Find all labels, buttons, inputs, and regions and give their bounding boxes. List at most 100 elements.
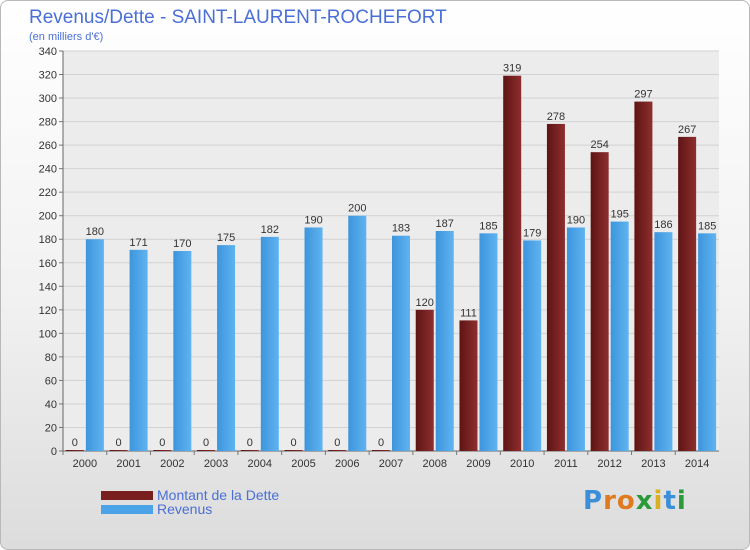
bar-dette <box>328 450 347 451</box>
y-tick-label: 180 <box>39 234 57 246</box>
x-tick-label: 2010 <box>510 458 534 470</box>
legend-swatch-dette <box>101 490 153 500</box>
x-tick-label: 2006 <box>335 458 359 470</box>
bar-dette <box>459 320 478 451</box>
bar-revenus <box>85 239 104 451</box>
data-label-dette: 0 <box>203 437 209 449</box>
data-label-dette: 0 <box>247 437 253 449</box>
bar-revenus <box>173 251 192 451</box>
data-label-dette: 0 <box>72 437 78 449</box>
data-label-dette: 267 <box>678 124 696 136</box>
data-label-revenus: 179 <box>523 227 541 239</box>
x-tick-label: 2014 <box>685 458 709 470</box>
x-tick-label: 2013 <box>641 458 665 470</box>
data-label-revenus: 171 <box>129 237 147 249</box>
bar-dette <box>503 75 522 452</box>
x-tick-label: 2004 <box>248 458 272 470</box>
data-label-revenus: 195 <box>610 209 628 221</box>
data-label-dette: 278 <box>547 111 565 123</box>
bar-revenus <box>392 235 410 451</box>
bar-dette <box>678 136 697 451</box>
data-label-revenus: 183 <box>392 223 410 235</box>
logo-letter: x <box>635 486 654 516</box>
plot-area <box>63 51 719 451</box>
legend-label-dette: Montant de la Dette <box>157 487 280 503</box>
x-tick-label: 2000 <box>73 458 97 470</box>
bar-revenus <box>304 227 323 451</box>
y-tick-label: 80 <box>45 352 57 364</box>
chart-subtitle: (en milliers d'€) <box>29 31 104 43</box>
logo-letter: r <box>603 486 617 516</box>
logo-letter: i <box>653 486 664 516</box>
bar-dette <box>284 450 303 451</box>
y-tick-label: 0 <box>51 446 57 458</box>
x-tick-label: 2005 <box>291 458 315 470</box>
y-tick-label: 140 <box>39 281 57 293</box>
y-tick-label: 340 <box>39 46 57 58</box>
bar-revenus <box>129 249 148 451</box>
bar-dette <box>109 450 128 451</box>
x-tick-label: 2002 <box>160 458 184 470</box>
legend-swatch-revenus <box>101 504 153 514</box>
bar-dette <box>415 309 434 451</box>
data-label-dette: 254 <box>590 139 608 151</box>
x-tick-label: 2012 <box>597 458 621 470</box>
data-label-dette: 0 <box>334 437 340 449</box>
y-tick-label: 120 <box>39 305 57 317</box>
y-tick-label: 240 <box>39 164 57 176</box>
proxiti-logo: Proxiti <box>583 486 687 516</box>
logo-letter: i <box>676 486 687 516</box>
data-label-revenus: 187 <box>436 218 454 230</box>
data-label-dette: 111 <box>460 307 477 319</box>
bar-dette <box>197 450 216 451</box>
logo-letter: t <box>663 486 677 516</box>
y-tick-label: 260 <box>39 140 57 152</box>
bar-dette <box>153 450 172 451</box>
chart-title: Revenus/Dette - SAINT-LAURENT-ROCHEFORT <box>29 7 447 28</box>
bar-revenus <box>523 240 542 451</box>
data-label-revenus: 185 <box>698 220 716 232</box>
y-tick-label: 320 <box>39 70 57 82</box>
bar-revenus <box>348 215 367 451</box>
y-tick-label: 40 <box>45 399 57 411</box>
bar-revenus <box>479 233 498 451</box>
data-label-dette: 0 <box>116 437 122 449</box>
bar-dette <box>372 450 390 451</box>
legend-item-dette: Montant de la Dette <box>101 488 279 502</box>
x-tick-label: 2011 <box>554 458 578 470</box>
y-tick-label: 220 <box>39 187 57 199</box>
legend-label-revenus: Revenus <box>157 501 213 517</box>
logo-letter: o <box>616 486 636 516</box>
data-label-revenus: 190 <box>567 214 585 226</box>
bar-revenus <box>260 236 279 451</box>
bar-dette <box>65 450 84 451</box>
x-tick-label: 2008 <box>422 458 446 470</box>
data-label-dette: 0 <box>290 437 296 449</box>
bar-revenus <box>698 233 717 451</box>
bar-dette <box>546 123 565 452</box>
data-label-revenus: 180 <box>86 226 104 238</box>
data-label-revenus: 170 <box>173 238 191 250</box>
y-tick-label: 300 <box>39 93 57 105</box>
data-label-dette: 0 <box>159 437 165 449</box>
data-label-revenus: 182 <box>261 224 279 236</box>
x-tick-label: 2009 <box>466 458 490 470</box>
data-label-revenus: 200 <box>348 203 366 215</box>
bar-revenus <box>435 231 454 451</box>
y-tick-label: 60 <box>45 375 57 387</box>
y-tick-label: 280 <box>39 117 57 129</box>
y-tick-label: 20 <box>45 422 57 434</box>
data-label-dette: 319 <box>503 63 521 75</box>
bar-dette <box>240 450 259 451</box>
y-tick-label: 160 <box>39 258 57 270</box>
bar-revenus <box>654 232 673 451</box>
data-label-revenus: 175 <box>217 232 235 244</box>
x-tick-label: 2003 <box>204 458 228 470</box>
x-tick-label: 2007 <box>379 458 403 470</box>
data-label-dette: 0 <box>378 437 384 449</box>
data-label-revenus: 186 <box>654 219 672 231</box>
bar-revenus <box>217 245 236 451</box>
bar-dette <box>634 101 653 452</box>
data-label-dette: 120 <box>416 297 434 309</box>
